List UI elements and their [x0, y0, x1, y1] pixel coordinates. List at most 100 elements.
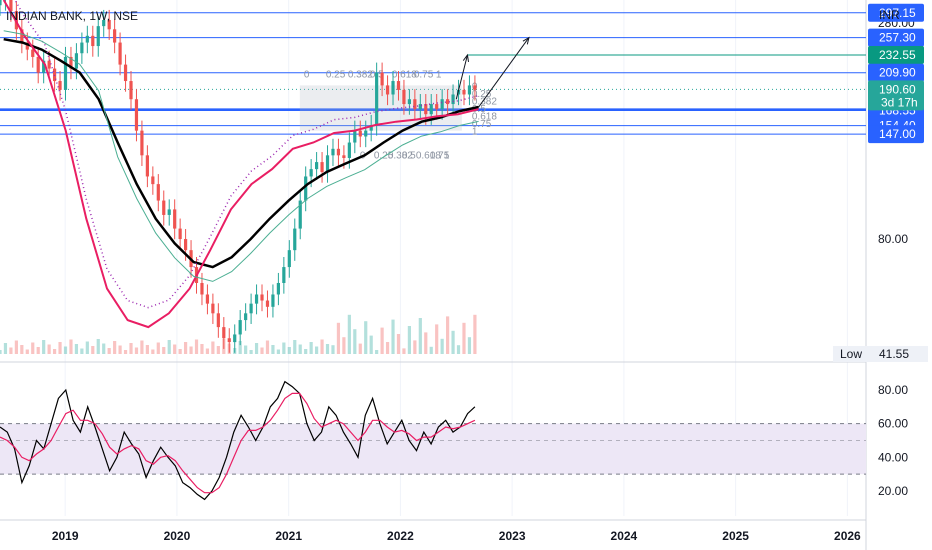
candle-body — [402, 89, 406, 105]
volume-bar — [42, 340, 46, 354]
fib-label-bottom: 1 — [444, 151, 450, 162]
candle-body — [47, 60, 51, 69]
volume-bar — [145, 345, 149, 354]
rsi-tick-label: 60.00 — [878, 417, 908, 431]
fib-label-right: 0.382 — [472, 96, 497, 107]
volume-bar — [293, 340, 297, 354]
volume-bar — [211, 341, 215, 354]
volume-bar — [320, 339, 324, 354]
fib-label-right: 0.75 — [472, 119, 492, 130]
volume-bar — [80, 348, 84, 354]
volume-bar — [31, 342, 35, 354]
rsi-tick-label: 80.00 — [878, 383, 908, 397]
low-marker-bg — [833, 346, 928, 362]
candle-body — [151, 176, 155, 185]
fib-label-right: 1 — [472, 127, 478, 138]
volume-bar — [183, 342, 188, 354]
candle-body — [473, 85, 477, 90]
candle-body — [20, 29, 24, 43]
candle-body — [9, 0, 13, 12]
volume-bar — [14, 340, 18, 354]
fib-label-right: 0.618 — [472, 112, 497, 123]
time-tick-label: 2024 — [611, 529, 638, 543]
candle-body — [162, 200, 166, 215]
price-axis[interactable]: 280.00240.0080.00297.15257.30232.55209.9… — [833, 3, 928, 498]
candle-body — [260, 294, 264, 301]
candle-body — [140, 130, 144, 156]
candle-body — [118, 42, 122, 65]
rsi-ma-line — [0, 392, 476, 494]
volume-bar — [407, 326, 411, 354]
volume-bar — [396, 334, 401, 354]
fib-label-right: 0.25 — [472, 89, 492, 100]
candle-body — [254, 294, 259, 304]
candle-body — [380, 72, 384, 86]
volume-bar — [336, 322, 341, 354]
volume-bar — [9, 347, 13, 354]
candle-body — [309, 169, 313, 177]
candle-body — [418, 104, 422, 110]
volume-bar — [298, 344, 302, 354]
candle-body — [391, 81, 395, 95]
arrow-head — [462, 53, 470, 63]
volume-bar — [260, 347, 264, 354]
fib-label-bottom: 0.75 — [430, 151, 450, 162]
candle-body — [123, 64, 128, 82]
volume-bar — [380, 327, 384, 354]
volume-bar — [107, 348, 111, 354]
candle-body — [396, 81, 401, 90]
candle-body — [364, 130, 368, 137]
fib-label-bottom: 0.618 — [416, 151, 441, 162]
time-axis[interactable]: 2019 2020 2021 2022 2023 2024 2025 2026 — [52, 529, 861, 543]
candle-body — [222, 327, 226, 339]
candle-body — [211, 303, 215, 314]
volume-bar — [140, 340, 144, 354]
candle-body — [216, 313, 220, 328]
candle-body — [375, 72, 379, 125]
volume-bar — [364, 321, 368, 354]
volume-bar — [287, 347, 291, 354]
level-price-tag — [868, 28, 924, 47]
volume-bar — [47, 344, 51, 354]
volume-bar — [178, 349, 182, 354]
volume-bar — [473, 314, 477, 354]
volume-bar — [353, 329, 357, 354]
candle-body — [156, 184, 160, 201]
candle-body — [200, 282, 204, 295]
candle-body — [183, 239, 188, 251]
candle-body — [320, 162, 324, 173]
candle-body — [325, 155, 330, 173]
candle-body — [265, 300, 270, 307]
candle-body — [233, 334, 237, 343]
rsi-line — [0, 380, 476, 501]
candle-body — [315, 162, 319, 170]
volume-bar — [315, 346, 319, 354]
candle-body — [96, 26, 100, 47]
candle-body — [91, 35, 95, 47]
volume-bar — [402, 348, 406, 354]
candle-body — [42, 60, 46, 73]
candle-body — [276, 282, 280, 295]
last-price-label: 190.60 — [879, 82, 916, 96]
bar-countdown: 3d 17h — [881, 95, 918, 109]
ema-dotted-line — [14, 0, 479, 309]
volume-bar — [249, 350, 253, 354]
volume-bar — [102, 343, 106, 354]
candle-body — [336, 148, 341, 156]
rsi-band — [0, 423, 866, 475]
time-tick-label: 2026 — [834, 529, 861, 543]
candle-body — [413, 99, 417, 110]
horizontal-levels[interactable] — [0, 12, 866, 135]
volume-bar — [276, 349, 280, 354]
candle-body — [467, 85, 472, 95]
projection-arrows[interactable] — [455, 36, 530, 108]
rsi-tick-label: 40.00 — [878, 450, 908, 464]
candle-body — [238, 320, 242, 335]
time-tick-label: 2019 — [52, 529, 79, 543]
candle-body — [358, 130, 362, 137]
fib-label-top: 0.75 — [414, 69, 434, 80]
candle-body — [102, 19, 106, 27]
volume-bar — [325, 344, 330, 354]
volume-bar — [189, 346, 193, 354]
